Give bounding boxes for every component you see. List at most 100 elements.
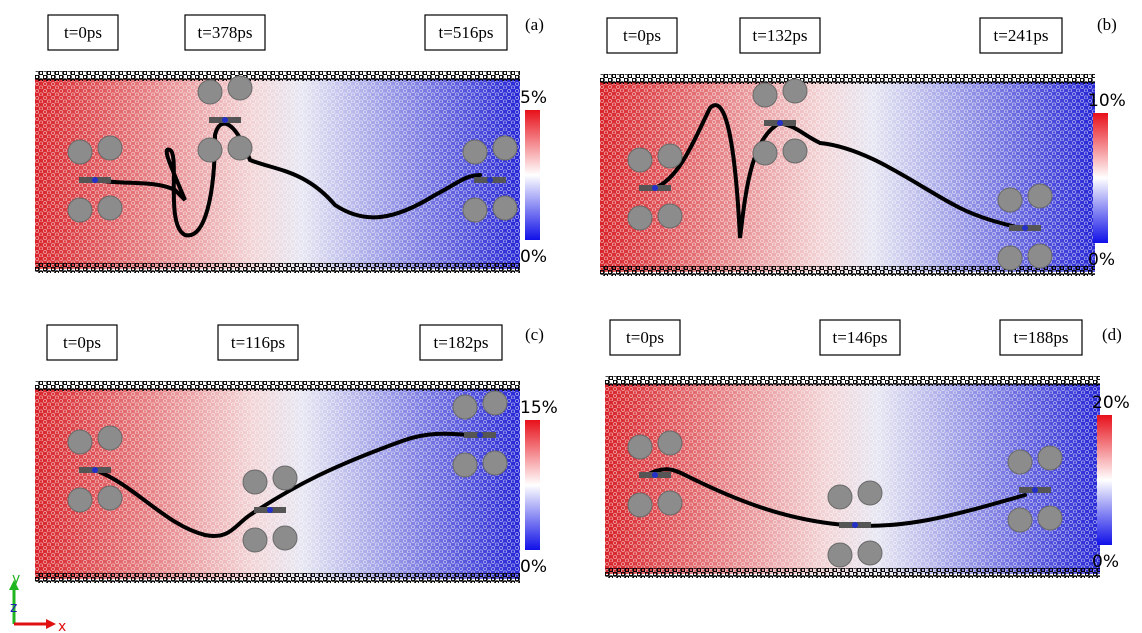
- colorbar-min: 0%: [520, 247, 547, 267]
- axis-z: z: [10, 600, 17, 616]
- molecule-bead: [483, 391, 507, 415]
- molecule-bead: [828, 543, 852, 567]
- panel-label: (a): [525, 15, 544, 34]
- molecule-bead: [483, 451, 507, 475]
- molecule-bead: [1038, 446, 1062, 470]
- molecule-bead: [1008, 450, 1032, 474]
- axis-x: x: [58, 619, 66, 633]
- molecule-n: [487, 177, 493, 183]
- molecule-bead: [658, 431, 682, 455]
- molecule-bead: [753, 141, 777, 165]
- molecule-bead: [658, 144, 682, 168]
- edge-top: [35, 381, 520, 391]
- molecule-n: [1032, 487, 1038, 493]
- molecule-bead: [98, 486, 122, 510]
- molecule-bead: [98, 426, 122, 450]
- molecule-bead: [628, 206, 652, 230]
- molecule-bead: [1028, 244, 1052, 268]
- colorbar-max: 5%: [520, 88, 547, 108]
- colorbar-max: 10%: [1088, 91, 1126, 111]
- figure: y z x 5% 0% t=0ps t=378ps t=516ps (a) 10% 0% t=0…: [0, 0, 1142, 633]
- molecule-bead: [463, 198, 487, 222]
- molecule-n: [777, 120, 783, 126]
- molecule-bead: [828, 485, 852, 509]
- molecule-bead: [273, 466, 297, 490]
- edge-bottom: [35, 573, 520, 583]
- edge-bottom: [35, 263, 520, 273]
- molecule-bead: [228, 136, 252, 160]
- molecule-bead: [98, 196, 122, 220]
- colorbar-max: 15%: [520, 398, 558, 418]
- molecule-bead: [198, 138, 222, 162]
- time-label: t=0ps: [626, 328, 664, 347]
- edge-bottom: [600, 266, 1095, 276]
- time-label: t=378ps: [198, 23, 253, 42]
- time-label: t=116ps: [231, 333, 285, 352]
- molecule-n: [852, 522, 858, 528]
- molecule-bead: [228, 76, 252, 100]
- time-label: t=146ps: [833, 328, 888, 347]
- molecule-bead: [658, 491, 682, 515]
- panel-label: (b): [1097, 15, 1117, 34]
- molecule-n: [222, 117, 228, 123]
- lattice: [600, 82, 1095, 272]
- molecule-bead: [68, 488, 92, 512]
- molecule-bead: [783, 79, 807, 103]
- molecule-bead: [463, 140, 487, 164]
- axis-y: y: [12, 571, 20, 587]
- colorbar: [1093, 113, 1108, 243]
- time-label: t=0ps: [623, 26, 661, 45]
- time-label: t=188ps: [1014, 328, 1069, 347]
- colorbar-min: 0%: [1088, 250, 1115, 270]
- edge-bottom: [605, 568, 1100, 578]
- molecule-bead: [68, 140, 92, 164]
- molecule-bead: [628, 435, 652, 459]
- colorbar: [1097, 415, 1112, 545]
- colorbar: [525, 420, 540, 550]
- edge-top: [605, 376, 1100, 386]
- time-label: t=182ps: [434, 333, 489, 352]
- molecule-bead: [658, 204, 682, 228]
- colorbar-min: 0%: [520, 557, 547, 577]
- molecule-bead: [753, 83, 777, 107]
- molecule-bead: [998, 246, 1022, 270]
- time-label: t=132ps: [753, 26, 808, 45]
- molecule-bead: [1038, 506, 1062, 530]
- molecule-bead: [243, 470, 267, 494]
- molecule-n: [1022, 225, 1028, 231]
- molecule-n: [267, 507, 273, 513]
- molecule-n: [92, 467, 98, 473]
- colorbar: [525, 110, 540, 240]
- molecule-bead: [493, 136, 517, 160]
- molecule-n: [477, 432, 483, 438]
- molecule-bead: [628, 493, 652, 517]
- molecule-bead: [998, 188, 1022, 212]
- panel: 10% 0% t=0ps t=132ps t=241ps (b): [600, 15, 1126, 276]
- panel: 20%0%t=0pst=146pst=188ps(d): [605, 320, 1130, 578]
- panel-label: (d): [1102, 325, 1122, 344]
- molecule-bead: [783, 139, 807, 163]
- molecule-bead: [858, 481, 882, 505]
- molecule-n: [652, 472, 658, 478]
- molecule-n: [92, 177, 98, 183]
- time-label: t=516ps: [439, 23, 494, 42]
- time-label: t=0ps: [64, 23, 102, 42]
- molecule-bead: [1008, 508, 1032, 532]
- molecule-bead: [273, 526, 297, 550]
- molecule-bead: [453, 395, 477, 419]
- molecule-bead: [68, 430, 92, 454]
- molecule-n: [652, 185, 658, 191]
- lattice: [35, 79, 520, 269]
- time-label: t=241ps: [994, 26, 1049, 45]
- molecule-bead: [1028, 184, 1052, 208]
- edge-top: [600, 74, 1095, 84]
- molecule-bead: [243, 528, 267, 552]
- edge-top: [35, 71, 520, 81]
- colorbar-max: 20%: [1092, 393, 1130, 413]
- molecule-bead: [98, 136, 122, 160]
- molecule-bead: [68, 198, 92, 222]
- molecule-bead: [858, 541, 882, 565]
- panel: 5% 0% t=0ps t=378ps t=516ps (a): [35, 15, 547, 273]
- molecule-bead: [628, 148, 652, 172]
